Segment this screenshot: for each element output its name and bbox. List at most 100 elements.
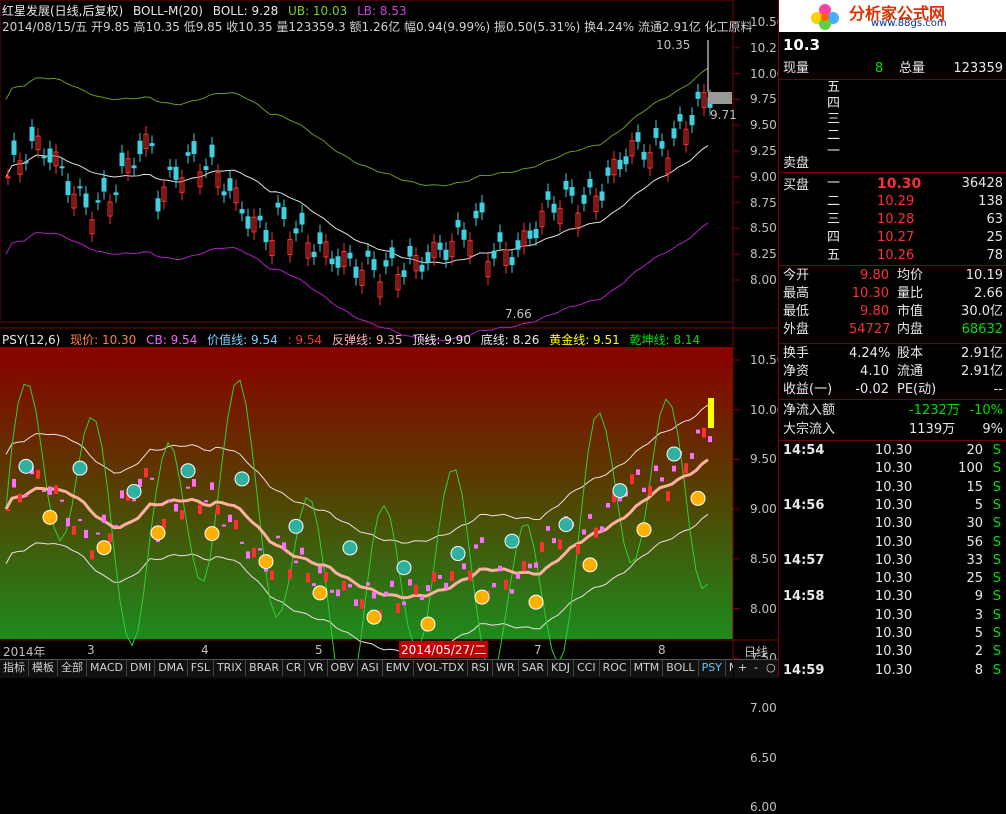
kline-chart-area[interactable]: 红星发展(日线,后复权) BOLL-M(20) BOLL: 9.28 UB: 1… — [0, 0, 784, 814]
stat2-label-2: 流通 — [897, 364, 924, 379]
candle-body — [113, 192, 119, 195]
psy-candle — [210, 482, 214, 490]
price-tick-label: 8.25 — [750, 247, 777, 262]
tick-side: S — [992, 662, 1001, 678]
boll-upper-line — [5, 67, 709, 187]
kline-chart[interactable] — [0, 0, 778, 677]
indicator-tab[interactable]: ASI — [358, 660, 383, 676]
buy-level-label: 五 — [827, 248, 841, 263]
indicator-tab[interactable]: OBV — [328, 660, 358, 676]
zoom-out-button[interactable]: - — [754, 661, 758, 674]
sell-signal-icon — [126, 483, 142, 499]
indicator-tab[interactable]: DMA — [155, 660, 188, 676]
tick-price: 10.30 — [875, 516, 913, 532]
candle-body — [479, 202, 485, 213]
indicator-tab[interactable]: VR — [305, 660, 328, 676]
candle-body — [353, 266, 359, 278]
psy-candle — [582, 529, 586, 535]
indicator-tab[interactable]: FSL — [188, 660, 214, 676]
psy-candle — [558, 539, 562, 550]
indicator-tab[interactable]: VOL-TDX — [414, 660, 469, 676]
indicator-tab[interactable]: BRAR — [246, 660, 284, 676]
candle-body — [371, 259, 377, 271]
indicator-tab[interactable]: MACD — [87, 660, 127, 676]
candle-body — [29, 126, 35, 142]
indicator-tab[interactable]: EMV — [383, 660, 414, 676]
buy-level-volume: 78 — [986, 248, 1003, 263]
period-label[interactable]: 日线 — [744, 645, 769, 659]
indicator-tab[interactable]: KDJ — [548, 660, 574, 676]
quote-price: 10.3 — [783, 36, 821, 54]
flow-row: 净流入额 -1232万 -10% — [779, 402, 1006, 420]
indicator-tab[interactable]: ROC — [600, 660, 631, 676]
indicator-tab[interactable]: WR — [493, 660, 519, 676]
candle-body — [239, 209, 245, 214]
stat2-value-2: -- — [993, 382, 1003, 397]
candle-body — [437, 242, 443, 250]
psy-candle — [672, 465, 676, 472]
psy-candle — [204, 500, 208, 503]
psy-price: 现价: 10.30 — [70, 333, 137, 347]
buy-signal-icon — [366, 609, 382, 625]
boll-lower-line — [5, 222, 709, 342]
sell-level-1: 一 — [827, 144, 841, 159]
indicator-tab[interactable]: DMI — [127, 660, 156, 676]
psy-candle — [216, 504, 220, 515]
stat-label: 最低 — [783, 304, 810, 319]
tick-time: 14:59 — [783, 662, 825, 678]
tick-side: S — [992, 534, 1001, 550]
indicator-tab[interactable]: MCST — [726, 660, 733, 676]
psy-signal-markers — [18, 446, 706, 632]
indicator-tab[interactable]: CR — [283, 660, 306, 676]
buy-level-label: 四 — [827, 230, 841, 245]
candle-body — [95, 200, 101, 203]
candle-body — [83, 193, 89, 208]
price-tick-label: 8.00 — [750, 273, 777, 287]
price-tick-label: 9.50 — [750, 118, 777, 133]
indicator-tab[interactable]: PSY — [699, 660, 726, 676]
candle-body — [569, 187, 575, 196]
volume-row: 现量 8 总量 123359 — [779, 60, 1006, 78]
reset-button[interactable]: ○ — [766, 661, 776, 674]
indicator-tab[interactable]: CCI — [574, 660, 600, 676]
tick-side: S — [992, 552, 1001, 568]
indicator-tab[interactable]: 指标 — [0, 660, 29, 676]
psy-candle — [588, 514, 592, 519]
psy-candle — [174, 503, 178, 512]
indicator-tab[interactable]: BOLL — [663, 660, 699, 676]
candle-body — [167, 166, 173, 171]
price-tick-label: 9.75 — [750, 92, 777, 107]
candle-body — [497, 232, 503, 242]
indicator-tab[interactable]: MTM — [631, 660, 664, 676]
candle-body — [683, 128, 689, 146]
tick-side: S — [992, 516, 1001, 532]
tick-side: S — [992, 626, 1001, 641]
indicator-tab[interactable]: 全部 — [58, 660, 87, 676]
sell-signal-icon — [288, 518, 304, 534]
candle-body — [269, 240, 275, 256]
stats-row: 最低 9.80 市值 30.0亿 — [779, 303, 1006, 321]
candle-body — [17, 160, 23, 175]
indicator-tab[interactable]: RSI — [468, 660, 494, 676]
indicator-tab[interactable]: SAR — [519, 660, 549, 676]
price-tick-label: 8.75 — [750, 195, 777, 210]
indicator-tab[interactable]: 模板 — [29, 660, 58, 676]
psy-candle — [246, 551, 250, 559]
tick-side: S — [992, 461, 1001, 477]
candle-body — [407, 245, 413, 257]
zoom-in-button[interactable]: + — [738, 661, 748, 674]
candle-body — [461, 229, 467, 240]
psy-candle — [330, 589, 334, 593]
psy-candle — [54, 485, 58, 495]
psy-candle — [24, 494, 28, 497]
psy-candle — [282, 542, 286, 550]
quote-panel: 分析家公式网 www.88gs.com 10.3 现量 8 总量 123359 … — [778, 0, 1006, 678]
candle-body — [659, 141, 665, 149]
candle-body — [539, 210, 545, 228]
candle-body — [179, 177, 185, 193]
tick-row: 14:56 10.30 5 S — [779, 497, 1006, 515]
tick-row: 10.30 100 S — [779, 460, 1006, 478]
candle-body — [587, 178, 593, 188]
psy-candle — [66, 517, 70, 527]
indicator-tab[interactable]: TRIX — [214, 660, 247, 676]
